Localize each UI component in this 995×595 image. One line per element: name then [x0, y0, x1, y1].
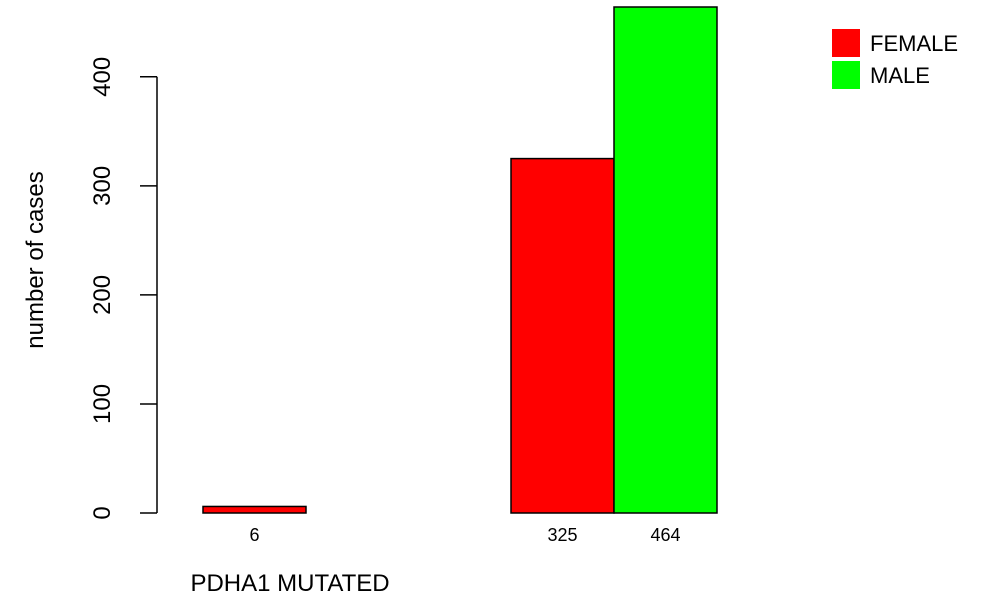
legend-label-female: FEMALE — [870, 31, 958, 56]
y-tick-label: 300 — [89, 166, 116, 206]
legend-swatch-female — [832, 29, 860, 57]
bar-male-1 — [613, 6, 718, 514]
y-axis: 0 100 200 300 400 — [89, 57, 158, 520]
legend-label-male: MALE — [870, 63, 930, 88]
legend: FEMALE MALE — [832, 29, 958, 89]
legend-swatch-male — [832, 61, 860, 89]
bar-value-label: 6 — [249, 525, 259, 545]
bar-female-0 — [202, 505, 307, 514]
y-tick-label: 400 — [89, 57, 116, 97]
y-tick-label: 100 — [89, 384, 116, 424]
bars — [202, 6, 718, 514]
x-axis-title: PDHA1 MUTATED — [190, 570, 389, 595]
y-tick-label: 200 — [89, 275, 116, 315]
bar-value-label: 464 — [650, 525, 680, 545]
bar-value-label: 325 — [547, 525, 577, 545]
bar-value-labels: 6 325 464 — [249, 525, 680, 545]
y-tick-label: 0 — [89, 506, 116, 519]
y-axis-title: number of cases — [22, 171, 49, 348]
bar-female-1 — [510, 157, 615, 514]
